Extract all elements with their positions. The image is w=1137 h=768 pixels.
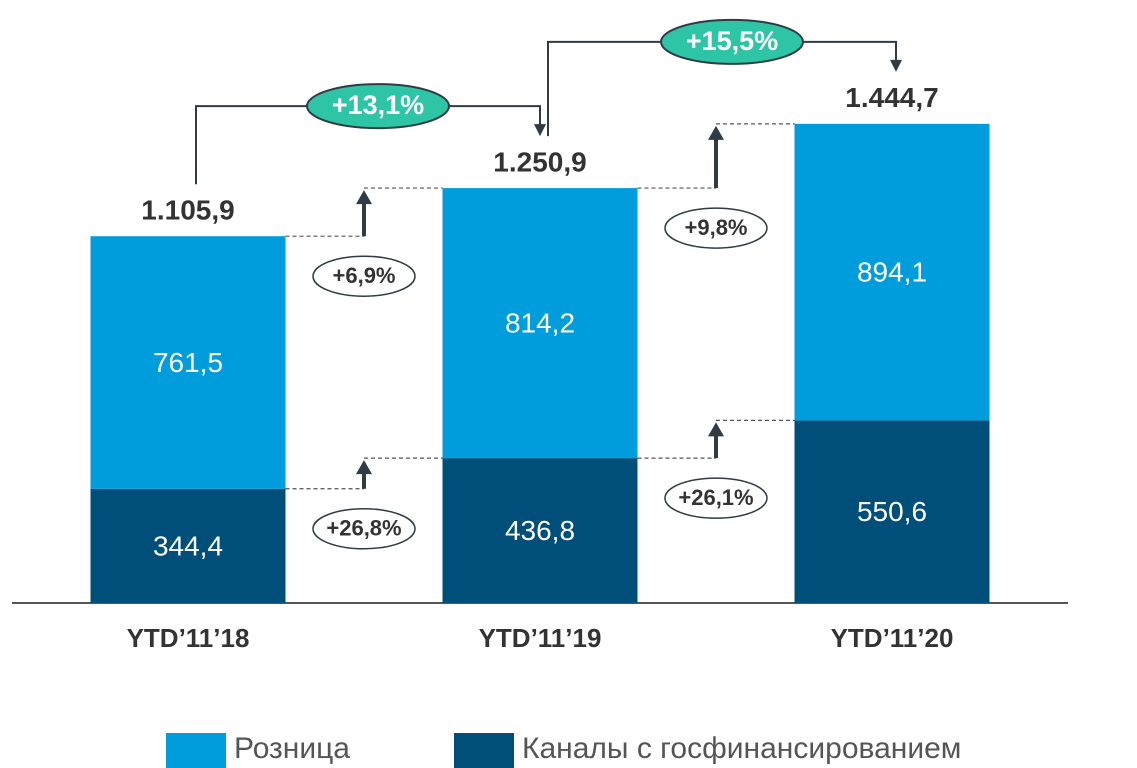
bar-segment (442, 458, 638, 603)
total-change-badge (660, 18, 804, 65)
arrow-head (356, 190, 372, 205)
total-change-badge (306, 83, 450, 130)
x-tick-label: YTD’11’20 (831, 623, 954, 653)
x-tick-label: YTD’11’19 (479, 623, 602, 653)
bar-segment (794, 420, 990, 603)
segment-label: 814,2 (505, 307, 575, 338)
change-badge (312, 508, 416, 550)
arrow-head (708, 125, 724, 140)
bar-segment (90, 236, 286, 489)
change-badge (312, 255, 416, 297)
legend-swatch (166, 733, 226, 768)
total-label: 1.105,9 (141, 195, 234, 226)
segment-label: 436,8 (505, 515, 575, 546)
segment-label: 550,6 (857, 496, 927, 527)
change-badge (664, 477, 768, 519)
total-change-label: +15,5% (686, 26, 778, 56)
total-change-label: +13,1% (332, 90, 424, 120)
segment-label: 344,4 (153, 530, 223, 561)
change-label: +9,8% (685, 215, 748, 240)
total-label: 1.250,9 (493, 147, 586, 178)
arrow-head (890, 59, 902, 72)
arrow-head (356, 460, 372, 475)
change-label: +26,8% (326, 516, 401, 541)
change-badge (664, 207, 768, 249)
bar-segment (794, 123, 990, 421)
x-tick-label: YTD’11’18 (127, 623, 250, 653)
change-label: +26,1% (678, 485, 753, 510)
change-label: +6,9% (333, 263, 396, 288)
legend-swatch (454, 733, 514, 768)
segment-label: 761,5 (153, 347, 223, 378)
arrow-head (534, 124, 546, 137)
segment-label: 894,1 (857, 257, 927, 288)
bar-segment (90, 488, 286, 603)
total-label: 1.444,7 (845, 82, 938, 113)
bar-segment (442, 188, 638, 459)
legend-label: Розница (234, 732, 350, 765)
arrow-head (708, 422, 724, 437)
legend-label: Каналы с госфинансированием (522, 732, 961, 765)
